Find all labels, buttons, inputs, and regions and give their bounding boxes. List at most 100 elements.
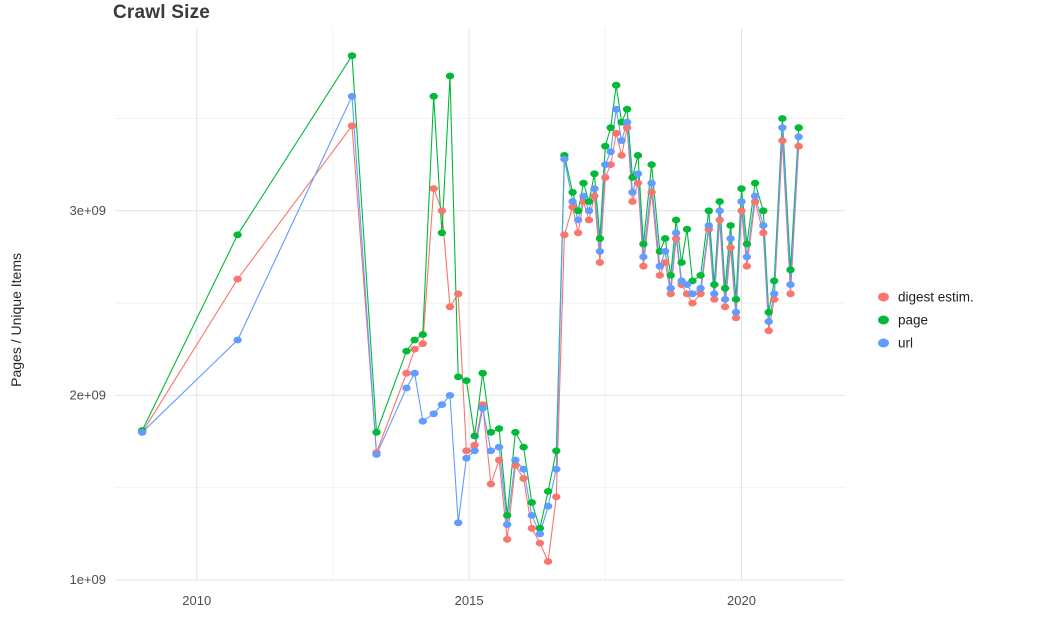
data-point-page <box>715 198 724 205</box>
data-point-digest-estim- <box>731 314 741 322</box>
data-point-url <box>647 179 656 187</box>
data-point-page <box>454 373 463 381</box>
data-point-digest-estim- <box>612 129 621 137</box>
data-point-url <box>535 530 545 538</box>
x-tick-label: 2020 <box>727 593 756 608</box>
data-point-url <box>606 148 615 156</box>
data-point-url <box>503 521 512 528</box>
data-point-page <box>671 216 681 224</box>
data-point-digest-estim- <box>535 539 545 547</box>
data-point-url <box>429 410 438 418</box>
data-point-url <box>696 284 705 292</box>
data-point-digest-estim- <box>696 290 705 298</box>
data-point-url <box>666 284 675 292</box>
data-point-digest-estim- <box>437 207 447 215</box>
data-point-page <box>633 152 643 159</box>
data-point-digest-estim- <box>503 536 512 543</box>
data-point-digest-estim- <box>759 229 768 237</box>
data-point-page <box>347 52 357 60</box>
data-point-digest-estim- <box>418 340 427 348</box>
data-point-page <box>519 443 528 451</box>
data-point-digest-estim- <box>543 558 553 565</box>
series-line-digest-estim- <box>141 124 800 564</box>
data-point-page <box>606 124 615 132</box>
data-point-url <box>710 290 719 298</box>
data-point-url <box>418 417 427 425</box>
data-point-url <box>494 443 504 451</box>
y-tick-label: 3e+09 <box>69 203 106 218</box>
data-point-url <box>486 447 496 455</box>
legend-item-url: url <box>878 331 974 354</box>
data-point-url <box>633 170 643 178</box>
data-point-url <box>770 290 779 298</box>
data-point-page <box>677 259 686 266</box>
data-point-page <box>666 272 675 279</box>
data-point-digest-estim- <box>233 275 242 283</box>
data-point-digest-estim- <box>655 272 664 279</box>
data-point-url <box>726 235 735 242</box>
legend-item-page: page <box>878 308 974 331</box>
data-point-url <box>552 465 561 473</box>
data-point-url <box>410 369 419 377</box>
data-point-page <box>720 284 730 292</box>
data-point-digest-estim- <box>671 235 681 242</box>
data-point-url <box>568 198 577 205</box>
data-point-url <box>138 428 147 436</box>
data-point-page <box>494 425 504 432</box>
legend: digest estim. page url <box>878 285 974 354</box>
data-point-digest-estim- <box>647 188 656 196</box>
data-point-digest-estim- <box>511 462 520 469</box>
data-point-page <box>595 235 605 242</box>
data-point-url <box>445 392 455 399</box>
data-point-url <box>759 222 768 229</box>
data-point-digest-estim- <box>633 179 643 187</box>
data-point-page <box>639 240 648 248</box>
data-point-url <box>511 456 520 464</box>
data-point-digest-estim- <box>402 369 411 377</box>
legend-dot-icon <box>878 292 889 301</box>
data-point-url <box>671 229 681 237</box>
data-point-page <box>704 207 713 215</box>
data-point-url <box>519 465 528 473</box>
data-point-page <box>764 308 773 316</box>
data-point-digest-estim- <box>778 137 787 145</box>
data-point-url <box>655 262 664 270</box>
data-point-url <box>470 447 479 455</box>
data-point-digest-estim- <box>628 198 637 205</box>
data-point-url <box>590 185 599 193</box>
data-point-url <box>715 207 724 215</box>
data-point-page <box>628 174 637 181</box>
data-point-url <box>764 318 773 325</box>
data-point-page <box>478 369 487 377</box>
data-point-digest-estim- <box>486 480 496 488</box>
data-point-url <box>778 124 787 132</box>
data-point-digest-estim- <box>560 231 569 239</box>
data-point-digest-estim- <box>347 122 357 130</box>
data-point-page <box>731 296 741 303</box>
data-point-page <box>737 185 746 193</box>
data-point-url <box>478 404 487 412</box>
data-point-url <box>612 105 621 113</box>
data-point-page <box>470 432 479 440</box>
data-point-url <box>347 92 357 100</box>
data-point-digest-estim- <box>794 142 803 150</box>
data-point-digest-estim- <box>584 216 594 224</box>
data-point-digest-estim- <box>720 303 730 311</box>
data-point-page <box>418 331 427 338</box>
y-tick-label: 2e+09 <box>69 387 106 402</box>
legend-label: digest estim. <box>898 289 974 304</box>
data-point-url <box>704 222 713 229</box>
data-point-page <box>437 229 447 237</box>
data-point-page <box>503 512 512 519</box>
data-point-digest-estim- <box>726 244 735 252</box>
y-tick-label: 1e+09 <box>69 572 106 587</box>
data-point-digest-estim- <box>666 290 675 298</box>
data-point-digest-estim- <box>568 203 577 211</box>
x-tick-label: 2015 <box>455 593 484 608</box>
data-point-page <box>794 124 803 132</box>
data-point-url <box>794 133 803 141</box>
data-point-digest-estim- <box>552 493 561 501</box>
x-tick-label: 2010 <box>182 593 211 608</box>
data-point-url <box>720 296 730 303</box>
